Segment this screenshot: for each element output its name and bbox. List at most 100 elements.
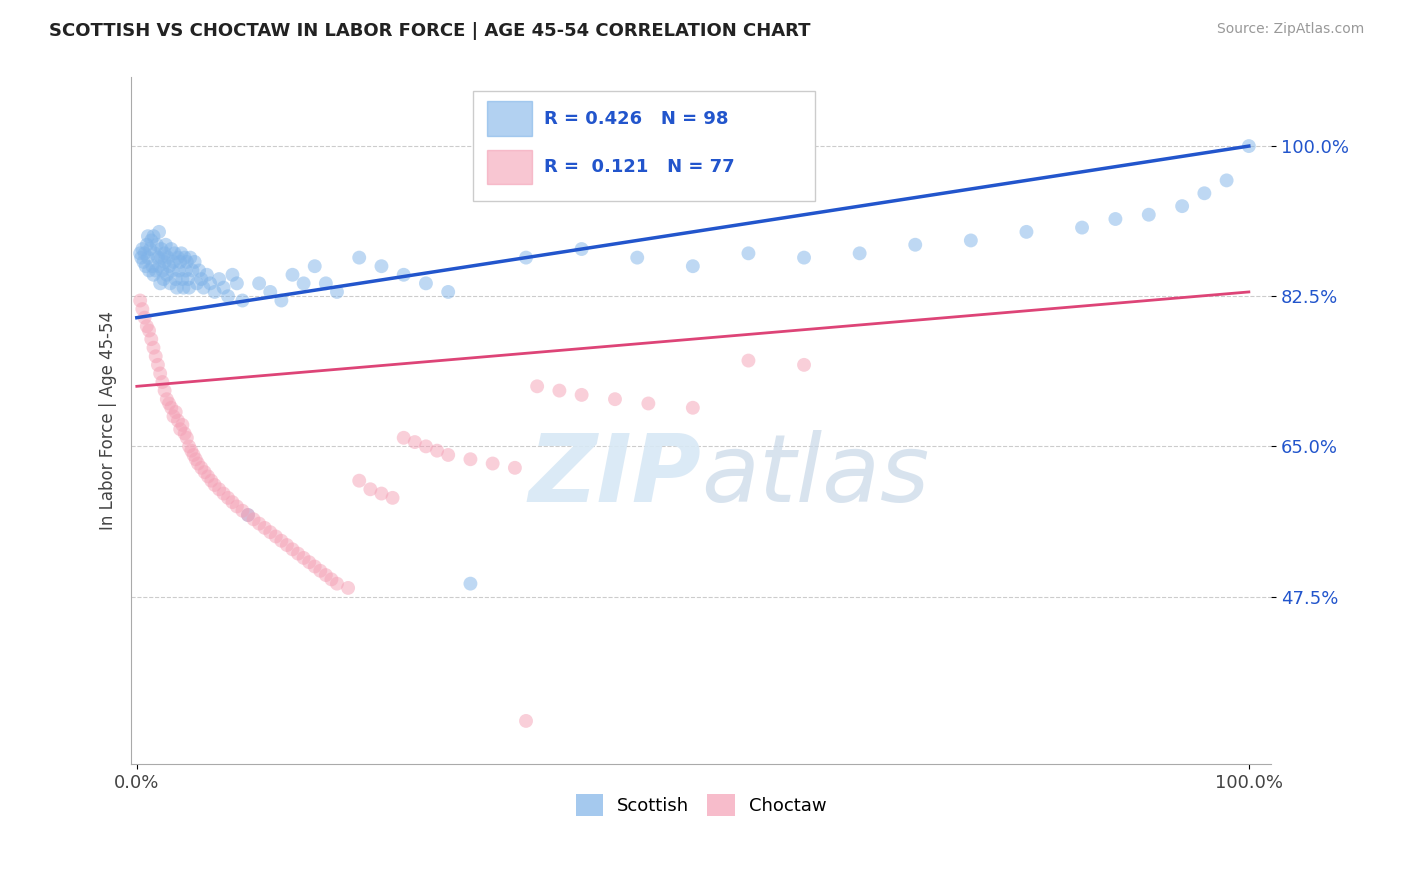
Point (247, 277, 270, 291)
Point (1071, 220, 1094, 235)
Point (315, 568, 337, 582)
Point (1104, 212, 1126, 227)
Point (170, 246, 193, 260)
Point (183, 448, 205, 462)
Point (141, 234, 163, 248)
Point (129, 251, 152, 265)
Point (337, 581, 360, 595)
Point (415, 439, 437, 453)
Point (169, 255, 191, 269)
Point (146, 237, 169, 252)
Point (129, 293, 152, 308)
Point (1194, 186, 1216, 201)
Point (173, 251, 195, 265)
Point (264, 529, 287, 543)
Point (174, 263, 197, 277)
Point (515, 251, 537, 265)
Point (156, 251, 179, 265)
Point (415, 277, 437, 291)
Point (181, 263, 204, 277)
Point (160, 401, 183, 415)
Point (281, 542, 304, 557)
Point (437, 448, 460, 462)
Point (281, 268, 304, 282)
Point (153, 246, 176, 260)
Point (193, 280, 215, 294)
Point (1215, 173, 1237, 187)
Point (204, 478, 226, 492)
Point (503, 460, 526, 475)
Point (162, 409, 184, 424)
Point (141, 332, 163, 346)
Point (315, 277, 337, 291)
Point (276, 538, 298, 552)
Point (326, 576, 349, 591)
Point (152, 272, 174, 286)
Point (848, 246, 870, 260)
Point (167, 414, 190, 428)
Point (173, 280, 195, 294)
Point (236, 508, 259, 522)
Point (208, 483, 231, 497)
Point (162, 255, 184, 269)
Point (370, 486, 392, 500)
Point (347, 251, 370, 265)
Point (194, 465, 217, 479)
Point (135, 259, 157, 273)
Point (426, 443, 449, 458)
Point (167, 263, 190, 277)
Bar (486, 102, 533, 136)
Point (437, 285, 460, 299)
Point (132, 255, 155, 269)
Point (208, 272, 231, 286)
Point (1171, 199, 1194, 213)
Point (184, 452, 207, 467)
Point (177, 280, 200, 294)
Point (141, 259, 163, 273)
Point (136, 251, 159, 265)
Point (146, 358, 169, 372)
Point (682, 401, 704, 415)
Point (183, 255, 205, 269)
Point (247, 516, 270, 531)
Point (179, 251, 201, 265)
Text: R = 0.426   N = 98: R = 0.426 N = 98 (544, 110, 728, 128)
Point (231, 293, 253, 308)
Point (156, 268, 179, 282)
Point (526, 379, 548, 393)
Point (737, 353, 759, 368)
Point (190, 460, 212, 475)
Point (217, 289, 239, 303)
Point (157, 396, 180, 410)
Point (172, 272, 194, 286)
Y-axis label: In Labor Force | Age 45-54: In Labor Force | Age 45-54 (100, 311, 117, 530)
Point (150, 263, 173, 277)
Point (177, 439, 200, 453)
Point (165, 405, 187, 419)
Point (960, 234, 983, 248)
Text: atlas: atlas (702, 430, 929, 521)
Point (221, 495, 243, 509)
Point (259, 525, 281, 540)
Point (131, 242, 153, 256)
Point (212, 486, 235, 500)
Point (309, 564, 332, 578)
Legend: Scottish, Choctaw: Scottish, Choctaw (568, 787, 834, 823)
Point (153, 384, 176, 398)
Point (153, 255, 176, 269)
Point (135, 237, 157, 252)
Point (136, 229, 159, 244)
Point (156, 392, 179, 407)
Point (321, 573, 343, 587)
Point (148, 259, 170, 273)
Point (143, 246, 166, 260)
Point (231, 504, 253, 518)
Point (460, 576, 482, 591)
Point (259, 285, 281, 299)
Point (370, 259, 392, 273)
Point (138, 324, 160, 338)
Point (359, 483, 381, 497)
Point (225, 277, 247, 291)
Point (292, 277, 315, 291)
Point (242, 512, 264, 526)
